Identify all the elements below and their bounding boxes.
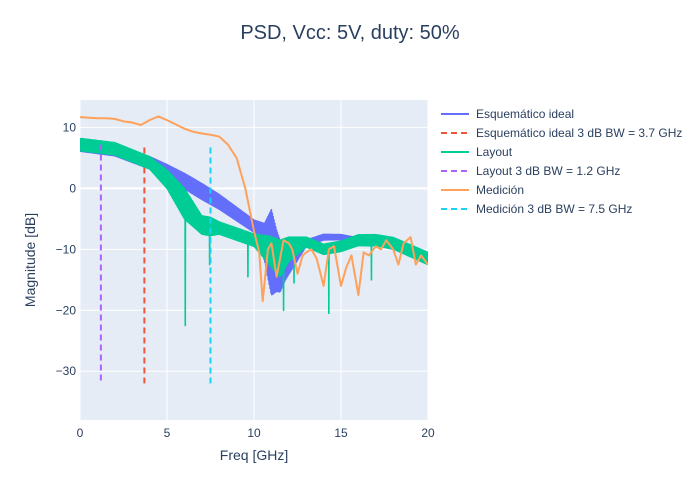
y-tick-label: −10 — [56, 242, 77, 256]
legend-item[interactable]: Medición — [441, 183, 524, 197]
chart-title: PSD, Vcc: 5V, duty: 50% — [240, 22, 460, 44]
y-tick-label: 10 — [63, 120, 77, 134]
x-tick-label: 5 — [164, 426, 171, 440]
legend-label: Medición 3 dB BW = 7.5 GHz — [476, 202, 632, 216]
legend-label: Esquemático ideal 3 dB BW = 3.7 GHz — [476, 126, 682, 140]
y-tick-label: −20 — [56, 303, 77, 317]
legend-label: Layout — [476, 145, 513, 159]
legend[interactable]: Esquemático ideal Esquemático ideal 3 dB … — [441, 107, 682, 216]
axis-ticks: 0 5 10 15 20 10 0 −10 −20 −30 — [56, 120, 435, 440]
series-line-5 — [80, 115, 428, 303]
series-line-3 — [80, 137, 428, 327]
legend-label: Layout 3 dB BW = 1.2 GHz — [476, 164, 620, 178]
legend-item[interactable]: Esquemático ideal — [441, 107, 574, 121]
y-tick-label: −30 — [56, 364, 77, 378]
legend-item[interactable]: Medición 3 dB BW = 7.5 GHz — [441, 202, 632, 216]
legend-item[interactable]: Layout 3 dB BW = 1.2 GHz — [441, 164, 620, 178]
x-tick-label: 20 — [421, 426, 435, 440]
legend-item[interactable]: Esquemático ideal 3 dB BW = 3.7 GHz — [441, 126, 682, 140]
legend-label: Esquemático ideal — [476, 107, 574, 121]
x-tick-label: 0 — [77, 426, 84, 440]
x-axis-title: Freq [GHz] — [220, 447, 288, 463]
series-layer — [80, 115, 428, 384]
y-tick-label: 0 — [69, 181, 76, 195]
y-axis-title: Magnitude [dB] — [22, 213, 38, 307]
legend-label: Medición — [476, 183, 524, 197]
x-tick-label: 10 — [247, 426, 261, 440]
grid — [79, 100, 429, 420]
legend-item[interactable]: Layout — [441, 145, 513, 159]
x-tick-label: 15 — [334, 426, 348, 440]
